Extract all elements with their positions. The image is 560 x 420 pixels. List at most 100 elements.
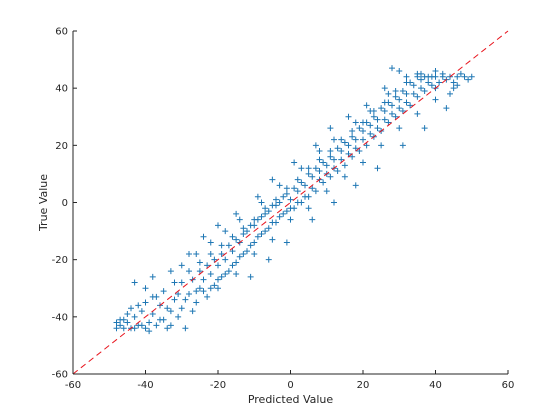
data-point [142,299,149,306]
data-point [269,176,276,183]
data-point [153,322,160,329]
data-point [164,325,171,332]
data-point [265,256,272,263]
data-point [222,256,229,263]
x-tick-label: -60 [65,380,81,391]
data-point [450,79,457,86]
data-point [164,305,171,312]
data-point [262,210,269,217]
data-point [367,108,374,115]
x-tick-label: 40 [429,380,442,391]
data-point [207,285,214,292]
data-point [291,185,298,192]
data-point [233,210,240,217]
data-point [182,296,189,303]
data-point [251,250,258,257]
data-point [381,116,388,123]
data-point [167,308,174,315]
data-point [298,179,305,186]
data-point [392,113,399,120]
data-point [327,153,334,160]
data-point [360,119,366,126]
data-point [331,136,337,143]
data-point [392,93,399,100]
data-point [138,308,145,315]
data-point [171,296,178,303]
y-axis-label: True Value [37,174,50,232]
data-point [254,233,261,240]
data-point [320,159,327,166]
data-point [316,148,323,155]
data-point [425,79,432,86]
data-point [381,99,388,106]
data-point [273,196,279,203]
data-point [247,273,254,280]
data-point [334,145,341,152]
data-point [312,142,319,149]
data-point [276,213,283,220]
data-point [418,70,424,77]
data-point [345,142,352,149]
data-point [389,102,395,109]
data-point [323,188,330,195]
data-point [265,208,272,215]
data-point [367,130,374,137]
data-point [396,96,403,103]
data-point [360,159,366,166]
data-point [356,148,363,155]
data-point [403,90,410,97]
data-point [374,116,381,123]
data-point [233,259,240,266]
data-point [287,205,294,212]
data-point [447,90,453,97]
data-point [352,136,359,143]
data-point [120,325,127,332]
data-point [262,228,269,235]
data-point [291,159,298,166]
data-point [200,233,207,240]
data-point [414,110,421,117]
data-point [196,259,203,266]
data-point [403,99,410,106]
data-point [428,73,435,80]
data-point [167,268,174,275]
data-point [399,108,406,115]
data-point [167,322,174,329]
data-point [182,325,189,332]
data-point [345,113,352,120]
data-point [392,88,399,95]
data-point [352,119,359,126]
data-point [331,156,337,163]
data-point [215,285,221,292]
data-point [360,136,366,143]
y-tick-label: 40 [55,84,68,95]
data-point [128,305,134,312]
data-point [280,193,287,200]
data-point [450,85,457,92]
data-point [276,199,283,206]
data-point [146,319,153,326]
data-point [207,239,214,246]
data-point [349,128,356,135]
data-point [345,150,352,157]
data-point [157,316,163,323]
data-point [327,148,334,155]
data-point [331,199,337,206]
data-point [432,68,439,75]
data-point [247,222,254,229]
axes: -60 -40 -20 0 20 40 60 -60 -40 -20 0 20 40 60 [52,27,515,392]
data-point [341,173,348,180]
data-point [218,250,225,257]
data-point [244,248,250,255]
data-point [316,168,323,175]
data-point [305,205,312,212]
data-point [229,233,236,240]
data-point [269,236,276,243]
data-point [258,230,265,237]
data-point [341,139,348,146]
x-tick-label: 20 [357,380,370,391]
data-point [389,65,395,72]
data-point [327,125,334,132]
data-point [222,270,229,277]
